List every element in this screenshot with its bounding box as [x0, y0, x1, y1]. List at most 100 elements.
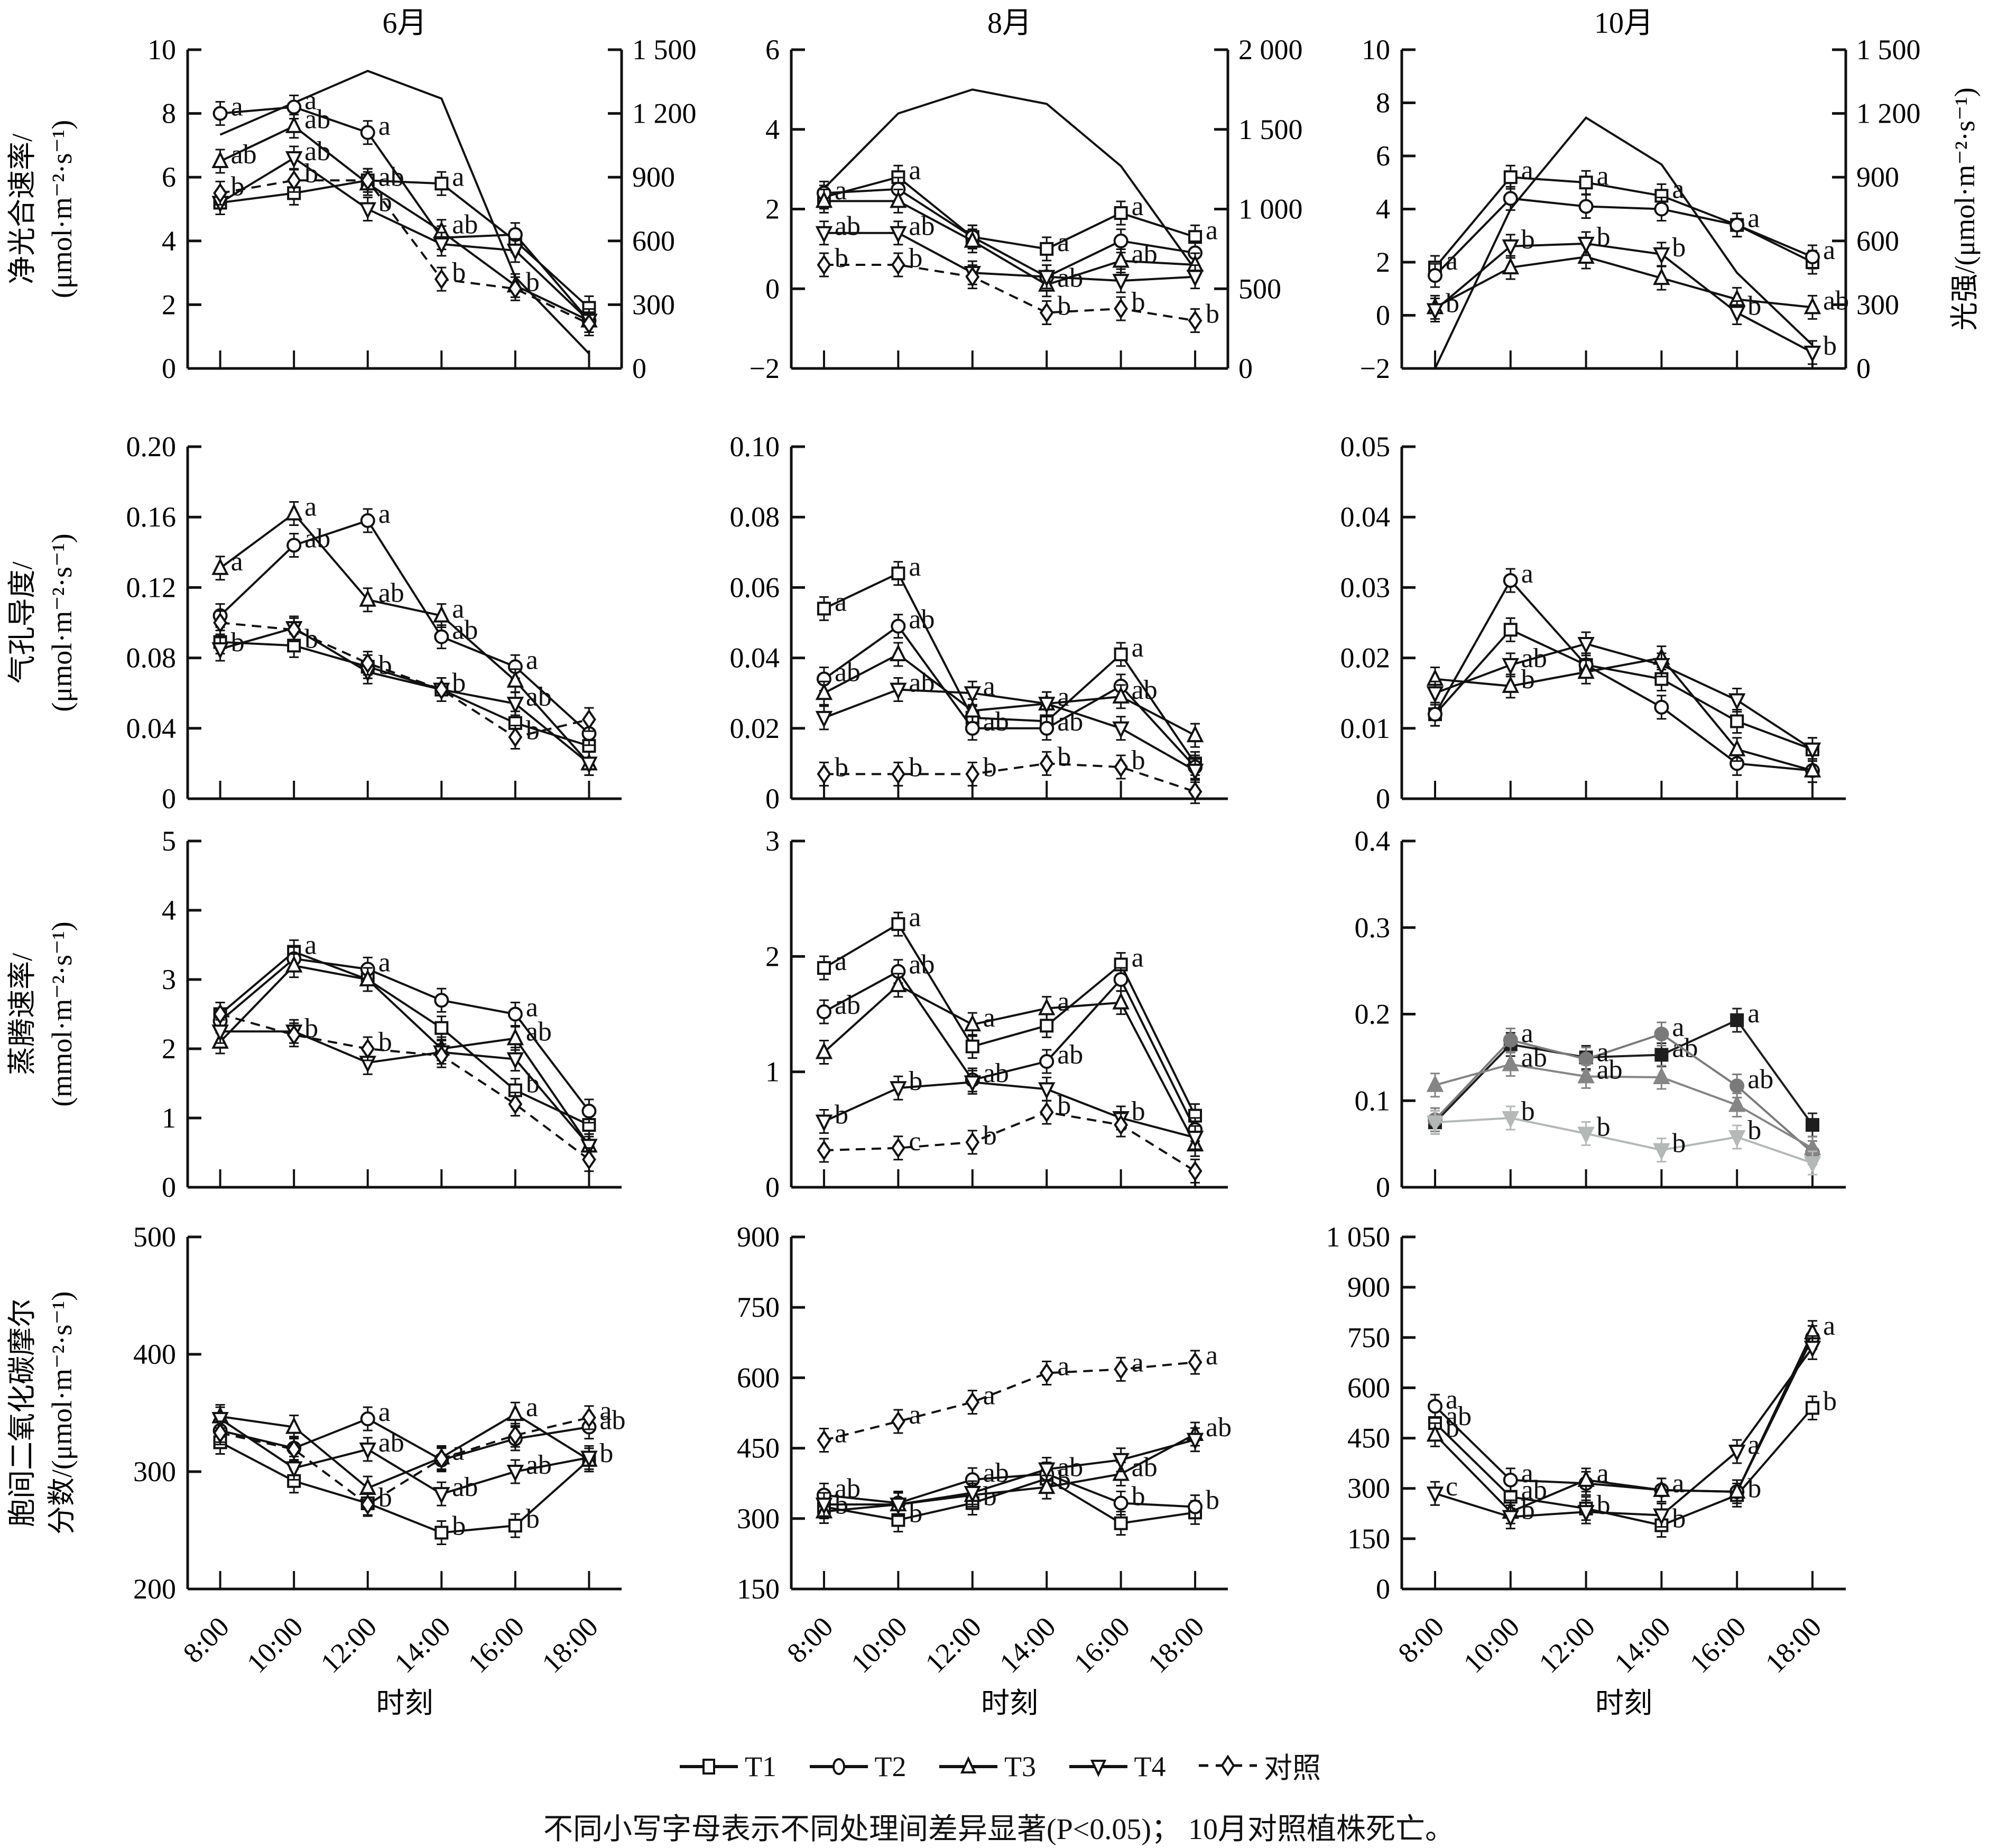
diamond-marker	[508, 278, 523, 299]
significance-letter: b	[378, 650, 392, 680]
circle-marker	[1654, 1027, 1669, 1042]
significance-letter: b	[1132, 1096, 1145, 1126]
significance-letter: a	[835, 175, 847, 206]
circle-marker	[1503, 573, 1518, 588]
triangle-down-marker	[1426, 303, 1444, 320]
triangle-up-marker	[359, 969, 376, 986]
triangle-down-marker	[506, 1052, 524, 1070]
y-tick-label: 0.12	[126, 571, 177, 603]
legend-label: T3	[1004, 1751, 1036, 1783]
square-marker	[817, 961, 831, 975]
legend-label: 对照	[1264, 1752, 1321, 1784]
triangle-down-marker	[1803, 1156, 1821, 1174]
light-intensity-line	[823, 88, 1196, 271]
circle-marker-icon	[809, 1758, 868, 1776]
triangle-down-marker	[433, 237, 450, 255]
series-t3: ab	[815, 642, 1204, 748]
triangle-down-marker	[1728, 693, 1746, 710]
x-tick-label: 12:00	[1533, 1611, 1601, 1679]
square-marker	[1114, 647, 1128, 661]
significance-letter: b	[452, 257, 466, 288]
y-tick-label: 10	[1362, 34, 1390, 66]
square-marker	[434, 177, 449, 191]
significance-letter: a	[835, 1419, 847, 1449]
y-tick-label: 0	[162, 353, 176, 384]
y-tick-label: 0.08	[730, 501, 780, 533]
significance-letter: b	[526, 715, 540, 745]
series-line	[219, 156, 590, 321]
y-tick-label: 2	[1376, 246, 1390, 278]
significance-letter: a	[1206, 1341, 1218, 1371]
y2-tick-label: 300	[632, 289, 675, 320]
y-tick-label: 0	[1376, 783, 1390, 815]
series-t2: a	[1428, 559, 1820, 783]
y-tick-label: 6	[1376, 140, 1390, 172]
x-tick-label: 8:00	[1392, 1611, 1450, 1669]
series-line	[1435, 657, 1813, 772]
triangle-down-marker	[1038, 697, 1056, 714]
significance-letter: a	[1597, 1038, 1609, 1068]
triangle-down-marker	[890, 1081, 907, 1098]
significance-letter: a	[1521, 1019, 1533, 1049]
triangle-down-marker	[1186, 763, 1204, 781]
significance-letter: b	[1057, 742, 1071, 772]
significance-letter: b	[1132, 287, 1145, 317]
y-tick-label: 0.04	[126, 713, 177, 744]
circle-marker	[286, 99, 302, 115]
triangle-up-marker	[1803, 760, 1821, 778]
y-tick-label: 0	[765, 783, 780, 815]
series-t2: a	[1428, 186, 1835, 288]
circle-marker	[286, 538, 302, 553]
significance-letter: a	[304, 492, 317, 522]
y-tick-label: 0	[765, 273, 780, 304]
series-t4: cb ba	[1426, 1335, 1821, 1530]
significance-letter: ab	[1597, 1055, 1623, 1085]
circle-marker	[1428, 268, 1442, 283]
circle-marker	[1578, 1051, 1594, 1067]
triangle-up-marker	[1577, 661, 1595, 679]
diamond-marker	[817, 254, 831, 275]
significance-letter: a	[1747, 1430, 1760, 1460]
series-line	[219, 519, 590, 735]
circle-marker	[965, 720, 980, 736]
significance-letter: b	[1206, 299, 1219, 329]
triangle-up-marker	[890, 975, 907, 992]
circle-marker	[360, 513, 375, 528]
triangle-down-marker	[359, 202, 376, 219]
significance-letter: a	[1057, 1352, 1069, 1382]
series-t3: aa	[815, 973, 1204, 1157]
series-line	[1434, 1407, 1814, 1527]
triangle-down-marker	[815, 710, 833, 728]
diamond-marker	[434, 679, 449, 700]
significance-letter: b	[304, 159, 318, 189]
triangle-down-marker	[1577, 1505, 1595, 1522]
y-tick-label: 300	[737, 1503, 780, 1535]
legend-label: T1	[745, 1751, 776, 1783]
x-axis-label: 时刻	[376, 1687, 433, 1719]
triangle-down-marker	[1186, 1131, 1204, 1148]
y-tick-label: 0.05	[1340, 431, 1391, 463]
series-line	[823, 970, 1196, 1130]
triangle-up-marker	[1653, 1480, 1670, 1497]
significance-letter: a	[835, 587, 847, 617]
circle-marker	[1113, 972, 1128, 987]
triangle-down-marker	[964, 686, 982, 704]
diamond-marker-icon	[1199, 1754, 1257, 1777]
circle-marker	[1729, 217, 1745, 233]
triangle-up-marker	[506, 670, 524, 688]
significance-letter: b	[983, 1121, 997, 1151]
legend-label: T2	[874, 1751, 906, 1783]
circle-marker	[1503, 1472, 1518, 1487]
light-intensity-line	[219, 70, 590, 355]
series-line	[1434, 1019, 1814, 1126]
circle-marker	[1503, 1032, 1518, 1048]
circle-marker	[1428, 707, 1442, 722]
significance-letter: b	[1597, 1490, 1611, 1520]
significance-letter: a	[452, 1436, 464, 1466]
significance-letter: a	[378, 111, 391, 141]
significance-letter: a	[1823, 235, 1835, 265]
series-t2: aa	[212, 946, 597, 1124]
significance-letter: b	[1057, 1465, 1071, 1495]
x-tick-label: 16:00	[1068, 1611, 1136, 1679]
